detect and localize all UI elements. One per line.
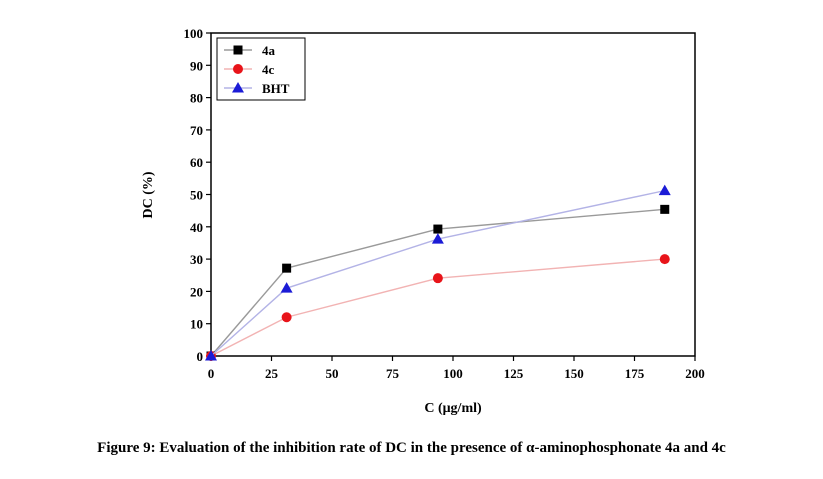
data-point-bht: [431, 233, 444, 244]
x-tick-label: 0: [208, 366, 215, 381]
data-point-4c: [432, 273, 443, 284]
data-point-4c: [281, 312, 292, 323]
legend-label-4c: 4c: [262, 62, 275, 77]
x-tick-label: 25: [265, 366, 279, 381]
x-tick-label: 150: [564, 366, 584, 381]
data-point-bht: [205, 350, 217, 361]
x-tick-label: 200: [685, 366, 705, 381]
y-tick-label: 90: [190, 58, 203, 73]
x-tick-label: 75: [386, 366, 400, 381]
y-tick-label: 80: [190, 91, 203, 106]
y-tick-label: 40: [190, 220, 203, 235]
y-tick-label: 20: [190, 284, 203, 299]
y-tick-label: 10: [190, 317, 203, 332]
x-tick-label: 175: [625, 366, 645, 381]
x-tick-label: 100: [443, 366, 463, 381]
legend-label-bht: BHT: [262, 81, 290, 96]
series-line-4c: [210, 258, 665, 357]
data-point-4a: [282, 263, 292, 273]
data-point-bht: [658, 184, 671, 196]
data-point-4a: [660, 204, 670, 214]
chart: 0 25 50 75 100 125 150 175 200 0 10 20 30 40 50 60 70 80 9…: [141, 26, 705, 416]
legend-marker-bht: [232, 82, 244, 93]
data-point-4a: [433, 224, 443, 234]
y-tick-label: 60: [190, 155, 203, 170]
figure-caption: Figure 9: Evaluation of the inhibition r…: [97, 440, 726, 456]
legend-entry-bht: BHT: [224, 81, 290, 96]
data-point-bht: [280, 282, 293, 293]
x-tick-label: 125: [504, 366, 524, 381]
y-tick-label: 30: [190, 252, 203, 267]
x-axis-title: C (μg/ml): [424, 401, 482, 416]
legend-marker-4c: [233, 64, 243, 74]
y-tick-label: 100: [184, 26, 204, 41]
legend-entry-4a: 4a: [224, 43, 276, 58]
data-point-4c: [659, 254, 670, 265]
series-line-bht: [210, 189, 665, 357]
legend-marker-4a: [233, 45, 243, 55]
x-tick-label: 50: [326, 366, 339, 381]
series-line-4a: [210, 208, 665, 357]
legend-label-4a: 4a: [262, 43, 276, 58]
y-tick-label: 50: [190, 188, 203, 203]
y-tick-label: 0: [197, 349, 204, 364]
y-tick-label: 70: [190, 123, 203, 138]
y-axis-title: DC (%): [141, 171, 156, 218]
series-bht: [205, 184, 671, 361]
legend-entry-4c: 4c: [224, 62, 275, 77]
series-4c: [206, 254, 670, 361]
